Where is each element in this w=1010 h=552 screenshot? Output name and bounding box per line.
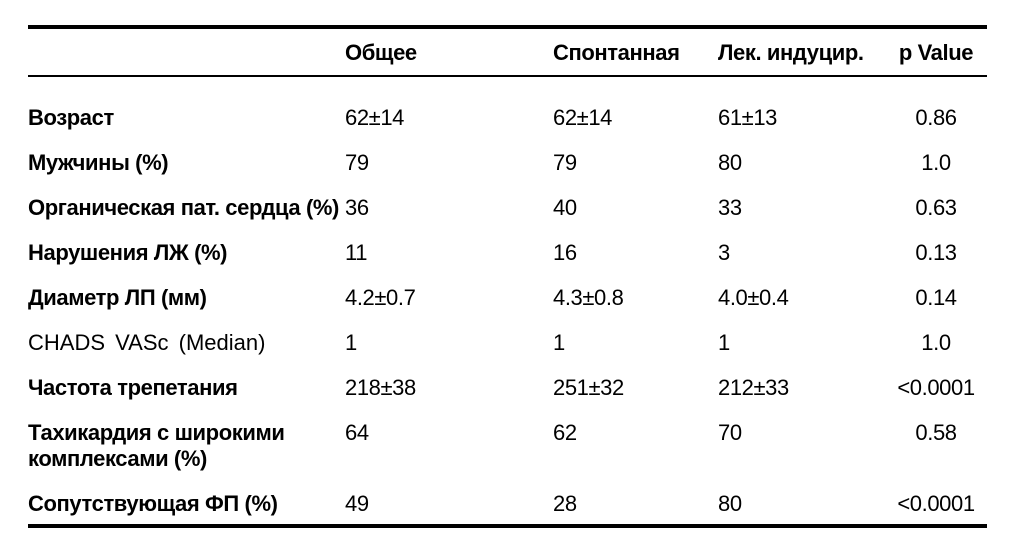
row-label: Диаметр ЛП (мм) — [28, 285, 207, 310]
table-row-concomitant-af: Сопутствующая ФП (%) 49 28 80 <0.0001 — [28, 481, 987, 526]
row-label: Тахикардия с широкими комплексами (%) — [28, 420, 285, 471]
cell-p-value: 0.86 — [915, 105, 957, 130]
cell-spontaneous: 62 — [553, 420, 577, 445]
cell-drug-induced: 3 — [718, 240, 730, 265]
cell-p-value: 1.0 — [921, 330, 951, 355]
table-row-lv-dysfunction: Нарушения ЛЖ (%) 11 16 3 0.13 — [28, 230, 987, 275]
column-header-p-value: p Value — [885, 27, 987, 77]
cell-spontaneous: 79 — [553, 150, 577, 175]
cell-drug-induced: 212±33 — [718, 375, 789, 400]
column-header-spontaneous: Спонтанная — [553, 27, 718, 77]
row-label: Мужчины (%) — [28, 150, 169, 175]
table-row-age: Возраст 62±14 62±14 61±13 0.86 — [28, 76, 987, 140]
cell-p-value: 0.13 — [915, 240, 957, 265]
cell-p-value: <0.0001 — [897, 491, 975, 516]
cell-spontaneous: 40 — [553, 195, 577, 220]
header-row: Общее Спонтанная Лек. индуцир. p Value — [28, 27, 987, 77]
cell-total: 218±38 — [345, 375, 416, 400]
table-row-flutter-rate: Частота трепетания 218±38 251±32 212±33 … — [28, 365, 987, 410]
cell-total: 1 — [345, 330, 357, 355]
cell-p-value: 0.58 — [915, 420, 957, 445]
cell-total: 36 — [345, 195, 369, 220]
cell-p-value: 1.0 — [921, 150, 951, 175]
row-label: Возраст — [28, 105, 114, 130]
cell-spontaneous: 251±32 — [553, 375, 624, 400]
cell-total: 62±14 — [345, 105, 405, 130]
column-header-empty — [28, 27, 345, 77]
cell-spontaneous: 1 — [553, 330, 565, 355]
cell-spontaneous: 62±14 — [553, 105, 613, 130]
cell-drug-induced: 70 — [718, 420, 742, 445]
cell-drug-induced: 80 — [718, 491, 742, 516]
cell-spontaneous: 4.3±0.8 — [553, 285, 624, 310]
cell-total: 49 — [345, 491, 369, 516]
cell-drug-induced: 61±13 — [718, 105, 778, 130]
comparison-table-container: Общее Спонтанная Лек. индуцир. p Value В… — [28, 25, 987, 528]
cell-spontaneous: 28 — [553, 491, 577, 516]
cell-drug-induced: 1 — [718, 330, 730, 355]
cell-p-value: 0.14 — [915, 285, 957, 310]
column-header-drug-induced: Лек. индуцир. — [718, 27, 885, 77]
table-row-men: Мужчины (%) 79 79 80 1.0 — [28, 140, 987, 185]
table-row-wide-complex-tachycardia: Тахикардия с широкими комплексами (%) 64… — [28, 410, 987, 481]
cell-total: 64 — [345, 420, 369, 445]
cell-drug-induced: 33 — [718, 195, 742, 220]
cell-drug-induced: 4.0±0.4 — [718, 285, 789, 310]
cell-p-value: 0.63 — [915, 195, 957, 220]
row-label: Частота трепетания — [28, 375, 238, 400]
cell-drug-induced: 80 — [718, 150, 742, 175]
row-label: Сопутствующая ФП (%) — [28, 491, 278, 516]
row-label: Нарушения ЛЖ (%) — [28, 240, 228, 265]
column-header-total: Общее — [345, 27, 553, 77]
cell-p-value: <0.0001 — [897, 375, 975, 400]
table-row-la-diameter: Диаметр ЛП (мм) 4.2±0.7 4.3±0.8 4.0±0.4 … — [28, 275, 987, 320]
table-row-chads-vasc: CHADS VASc (Median) 1 1 1 1.0 — [28, 320, 987, 365]
cell-total: 4.2±0.7 — [345, 285, 416, 310]
cell-spontaneous: 16 — [553, 240, 577, 265]
comparison-table: Общее Спонтанная Лек. индуцир. p Value В… — [28, 25, 987, 528]
cell-total: 79 — [345, 150, 369, 175]
row-label: CHADS VASc (Median) — [28, 330, 266, 355]
cell-total: 11 — [345, 240, 368, 265]
table-row-organic-heart-disease: Органическая пат. сердца (%) 36 40 33 0.… — [28, 185, 987, 230]
row-label: Органическая пат. сердца (%) — [28, 195, 339, 220]
